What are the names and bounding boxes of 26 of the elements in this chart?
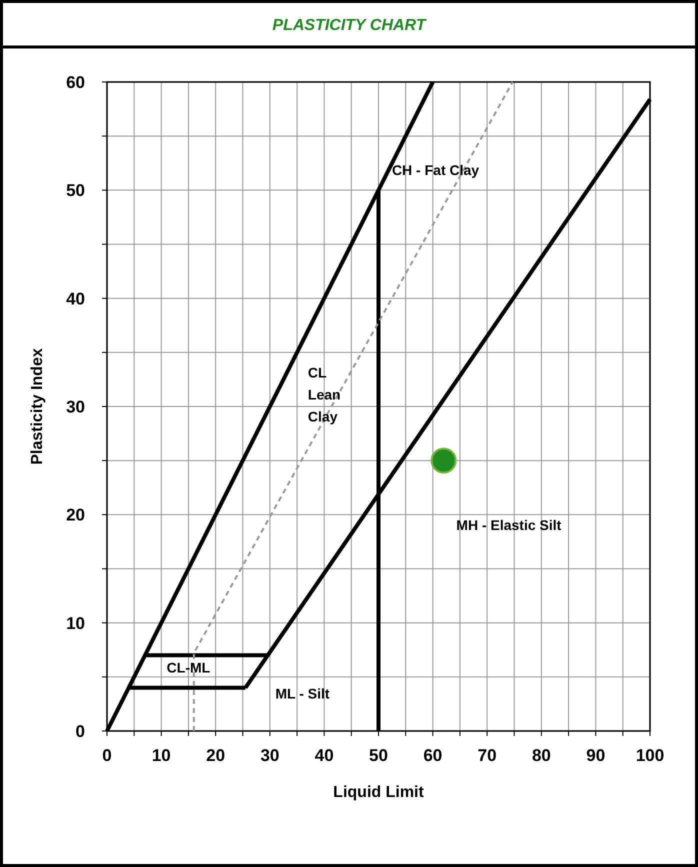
x-tick-label: 70 [478, 746, 497, 765]
x-tick-label: 0 [102, 746, 112, 765]
y-tick-label: 10 [66, 614, 85, 633]
annotation: ML - Silt [275, 686, 330, 702]
x-tick-label: 100 [636, 746, 664, 765]
y-tick-label: 0 [76, 722, 85, 741]
y-axis-title: Plasticity Index [29, 348, 46, 465]
x-tick-label: 80 [532, 746, 551, 765]
annotation: MH - Elastic Silt [456, 516, 562, 533]
y-tick-label: 60 [66, 73, 85, 92]
x-tick-label: 30 [260, 746, 280, 765]
chart-title: PLASTICITY CHART [272, 17, 427, 34]
annotation: CL Lean Clay [308, 364, 341, 424]
annotation: CL-ML [166, 660, 211, 676]
x-tick-label: 60 [423, 746, 442, 765]
annotation: CH - Fat Clay [392, 162, 480, 178]
x-tick-label: 10 [152, 746, 171, 765]
x-axis-title: Liquid Limit [333, 784, 424, 801]
y-tick-label: 40 [66, 289, 85, 308]
x-tick-label: 20 [206, 746, 226, 765]
x-tick-label: 50 [369, 746, 388, 765]
y-tick-label: 30 [66, 398, 85, 416]
y-tick-label: 50 [66, 181, 85, 200]
x-tick-label: 90 [586, 746, 606, 765]
y-tick-label: 20 [66, 506, 85, 525]
x-tick-label: 40 [314, 746, 334, 765]
